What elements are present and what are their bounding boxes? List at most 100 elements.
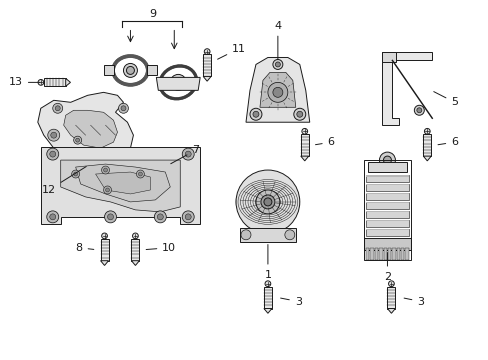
Bar xyxy=(203,54,211,76)
Polygon shape xyxy=(95,172,150,194)
Bar xyxy=(396,248,399,260)
Circle shape xyxy=(241,230,250,240)
Bar xyxy=(44,78,65,86)
Circle shape xyxy=(296,111,302,117)
Circle shape xyxy=(105,188,109,192)
Bar xyxy=(365,211,408,218)
Polygon shape xyxy=(38,92,133,165)
Circle shape xyxy=(416,108,421,113)
Bar xyxy=(365,193,408,200)
Circle shape xyxy=(47,148,59,160)
Circle shape xyxy=(138,172,142,176)
Text: 13: 13 xyxy=(9,77,40,87)
Polygon shape xyxy=(260,72,295,107)
Text: 12: 12 xyxy=(41,167,86,195)
Circle shape xyxy=(53,103,62,113)
Polygon shape xyxy=(423,156,430,161)
Circle shape xyxy=(132,233,138,239)
Circle shape xyxy=(174,78,182,86)
Bar xyxy=(365,184,408,191)
Circle shape xyxy=(72,170,80,178)
Bar xyxy=(103,66,113,75)
Bar xyxy=(365,220,408,221)
Circle shape xyxy=(74,172,78,176)
Polygon shape xyxy=(65,78,70,86)
Bar xyxy=(423,134,430,156)
Circle shape xyxy=(102,166,109,174)
Polygon shape xyxy=(131,261,139,265)
Circle shape xyxy=(264,281,270,287)
Circle shape xyxy=(103,168,107,172)
Polygon shape xyxy=(156,77,200,90)
Circle shape xyxy=(272,87,282,97)
Text: 2: 2 xyxy=(383,252,390,282)
Circle shape xyxy=(121,106,126,111)
Circle shape xyxy=(55,106,60,111)
Circle shape xyxy=(285,230,294,240)
Polygon shape xyxy=(382,53,431,125)
Circle shape xyxy=(424,129,429,134)
Bar xyxy=(363,238,410,250)
Circle shape xyxy=(182,148,194,160)
Polygon shape xyxy=(41,147,200,224)
Circle shape xyxy=(185,214,191,220)
Text: 3: 3 xyxy=(403,297,424,306)
Bar xyxy=(391,248,395,260)
Bar xyxy=(383,248,386,260)
Circle shape xyxy=(47,211,59,223)
Circle shape xyxy=(388,281,393,287)
Bar xyxy=(387,248,390,260)
Circle shape xyxy=(261,195,274,209)
Circle shape xyxy=(50,214,56,220)
Circle shape xyxy=(272,59,282,69)
Circle shape xyxy=(123,63,137,77)
Circle shape xyxy=(136,170,144,178)
Bar xyxy=(366,248,368,260)
Circle shape xyxy=(48,129,60,141)
Text: 8: 8 xyxy=(75,243,94,253)
Circle shape xyxy=(118,103,128,113)
Circle shape xyxy=(204,49,209,54)
Circle shape xyxy=(182,211,194,223)
Bar xyxy=(365,202,408,203)
Circle shape xyxy=(101,156,106,161)
Circle shape xyxy=(50,151,56,157)
Bar xyxy=(367,162,407,172)
Circle shape xyxy=(275,62,280,67)
Circle shape xyxy=(74,136,81,144)
Text: 4: 4 xyxy=(274,21,281,60)
Bar xyxy=(369,248,373,260)
Bar xyxy=(264,287,271,309)
Circle shape xyxy=(76,138,80,142)
Circle shape xyxy=(51,132,57,138)
Circle shape xyxy=(175,80,185,89)
Circle shape xyxy=(107,214,113,220)
Circle shape xyxy=(252,111,259,117)
Bar xyxy=(147,66,157,75)
Bar xyxy=(300,134,308,156)
Circle shape xyxy=(236,170,299,234)
Bar xyxy=(365,175,408,176)
Bar xyxy=(365,220,408,227)
Text: 6: 6 xyxy=(437,137,457,147)
Circle shape xyxy=(157,214,163,220)
Polygon shape xyxy=(76,164,170,202)
Bar xyxy=(382,53,396,62)
Bar xyxy=(365,193,408,194)
Polygon shape xyxy=(101,261,108,265)
Bar xyxy=(365,229,408,230)
Bar xyxy=(378,248,382,260)
Text: 11: 11 xyxy=(217,44,245,59)
Text: 6: 6 xyxy=(315,137,334,147)
Polygon shape xyxy=(300,156,308,161)
Circle shape xyxy=(99,153,108,163)
Polygon shape xyxy=(63,110,117,148)
Bar xyxy=(365,202,408,209)
Bar xyxy=(365,211,408,212)
Circle shape xyxy=(249,108,262,120)
Text: 9: 9 xyxy=(148,9,156,19)
Bar xyxy=(400,248,404,260)
Bar xyxy=(374,248,377,260)
Polygon shape xyxy=(61,160,180,212)
Bar xyxy=(365,184,408,185)
